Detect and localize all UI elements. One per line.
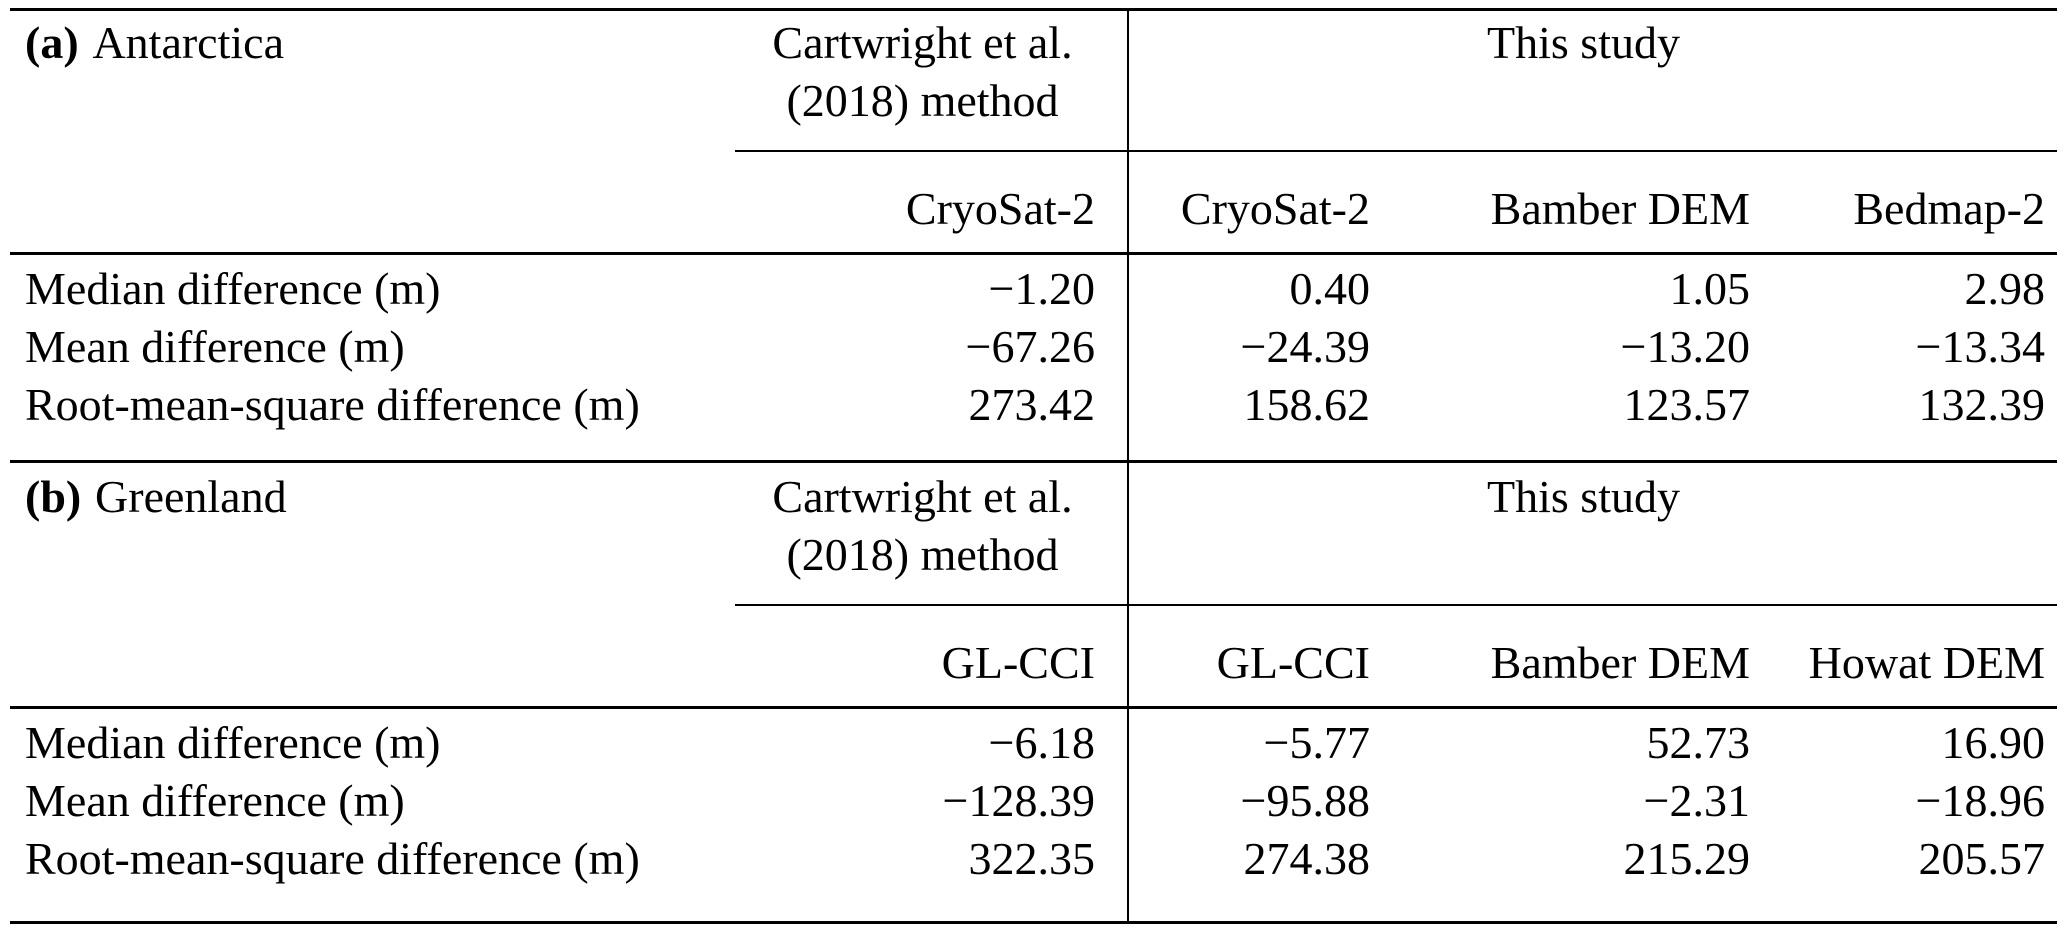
value-cell: −24.39 — [1240, 321, 1370, 372]
value-cell: −13.20 — [1620, 321, 1750, 372]
study-header: This study — [1487, 17, 1680, 68]
value-cell: −13.34 — [1915, 321, 2045, 372]
column-header-cartwright: GL-CCI — [941, 637, 1095, 688]
value-cell: 273.42 — [968, 379, 1096, 430]
value-cell: 132.39 — [1918, 379, 2046, 430]
value-cell: −18.96 — [1915, 775, 2045, 826]
value-cell: 322.35 — [968, 833, 1096, 884]
method-header-line1: Cartwright et al. — [772, 17, 1073, 68]
panel-header-row: (b) Greenland Cartwright et al. (2018) me… — [10, 468, 2057, 584]
table-row: Root-mean-square difference (m) 273.42 1… — [10, 376, 2057, 434]
value-cell: 215.29 — [1623, 833, 1751, 884]
row-label: Root-mean-square difference (m) — [25, 833, 640, 884]
column-header-study-2: Bamber DEM — [1490, 637, 1750, 688]
value-cell: −128.39 — [942, 775, 1095, 826]
top-rule — [10, 8, 2057, 11]
vertical-divider — [1127, 10, 1129, 922]
subheader-rule — [10, 252, 2057, 255]
panel-data: Median difference (m) −6.18 −5.77 52.73 … — [0, 714, 2067, 888]
method-header: Cartwright et al. (2018) method — [735, 14, 1110, 130]
value-cell: −2.31 — [1643, 775, 1750, 826]
panel-label: (a) Antarctica — [10, 14, 735, 130]
row-label: Root-mean-square difference (m) — [25, 379, 640, 430]
value-cell: 158.62 — [1243, 379, 1371, 430]
method-header-line2: (2018) method — [786, 529, 1059, 580]
table-row: Mean difference (m) −67.26 −24.39 −13.20… — [10, 318, 2057, 376]
panel-greenland: (b) Greenland Cartwright et al. (2018) me… — [0, 462, 2067, 921]
value-cell: 1.05 — [1669, 263, 1751, 314]
panel-letter: (b) — [25, 471, 82, 522]
table-row: Root-mean-square difference (m) 322.35 2… — [10, 830, 2057, 888]
row-label: Median difference (m) — [25, 717, 441, 768]
column-header-study-1: CryoSat-2 — [1180, 183, 1370, 234]
column-header-study-3: Bedmap-2 — [1853, 183, 2045, 234]
table-row: Median difference (m) −6.18 −5.77 52.73 … — [10, 714, 2057, 772]
column-header-cartwright: CryoSat-2 — [905, 183, 1095, 234]
column-header-study-2: Bamber DEM — [1490, 183, 1750, 234]
value-cell: 205.57 — [1918, 833, 2046, 884]
panel-label: (b) Greenland — [10, 468, 735, 584]
panel-letter: (a) — [25, 17, 79, 68]
value-cell: 2.98 — [1964, 263, 2046, 314]
column-header-row: CryoSat-2 CryoSat-2 Bamber DEM Bedmap-2 — [10, 150, 2057, 252]
row-label: Mean difference (m) — [25, 321, 405, 372]
value-cell: 274.38 — [1243, 833, 1371, 884]
row-label: Mean difference (m) — [25, 775, 405, 826]
bottom-rule — [10, 921, 2057, 924]
value-cell: −6.18 — [988, 717, 1095, 768]
panel-region: Antarctica — [92, 17, 284, 68]
method-header-line1: Cartwright et al. — [772, 471, 1073, 522]
value-cell: 0.40 — [1289, 263, 1371, 314]
panel-header-row: (a) Antarctica Cartwright et al. (2018) m… — [10, 14, 2057, 130]
panel-antarctica: (a) Antarctica Cartwright et al. (2018) m… — [0, 8, 2067, 460]
method-header-line2: (2018) method — [786, 75, 1059, 126]
method-header-underline — [735, 604, 2057, 606]
study-header: This study — [1487, 471, 1680, 522]
table-row: Mean difference (m) −128.39 −95.88 −2.31… — [10, 772, 2057, 830]
value-cell: 123.57 — [1623, 379, 1751, 430]
table-row: Median difference (m) −1.20 0.40 1.05 2.… — [10, 260, 2057, 318]
method-header: Cartwright et al. (2018) method — [735, 468, 1110, 584]
value-cell: 16.90 — [1941, 717, 2046, 768]
column-header-study-1: GL-CCI — [1216, 637, 1370, 688]
value-cell: 52.73 — [1646, 717, 1751, 768]
panel-separator-rule — [10, 460, 2057, 463]
subheader-rule — [10, 706, 2057, 709]
value-cell: −67.26 — [965, 321, 1095, 372]
value-cell: −5.77 — [1263, 717, 1370, 768]
row-label: Median difference (m) — [25, 263, 441, 314]
panel-region: Greenland — [95, 471, 287, 522]
column-header-row: GL-CCI GL-CCI Bamber DEM Howat DEM — [10, 604, 2057, 706]
value-cell: −1.20 — [988, 263, 1095, 314]
method-header-underline — [735, 150, 2057, 152]
panel-data: Median difference (m) −1.20 0.40 1.05 2.… — [0, 260, 2067, 434]
value-cell: −95.88 — [1240, 775, 1370, 826]
column-header-study-3: Howat DEM — [1808, 637, 2045, 688]
